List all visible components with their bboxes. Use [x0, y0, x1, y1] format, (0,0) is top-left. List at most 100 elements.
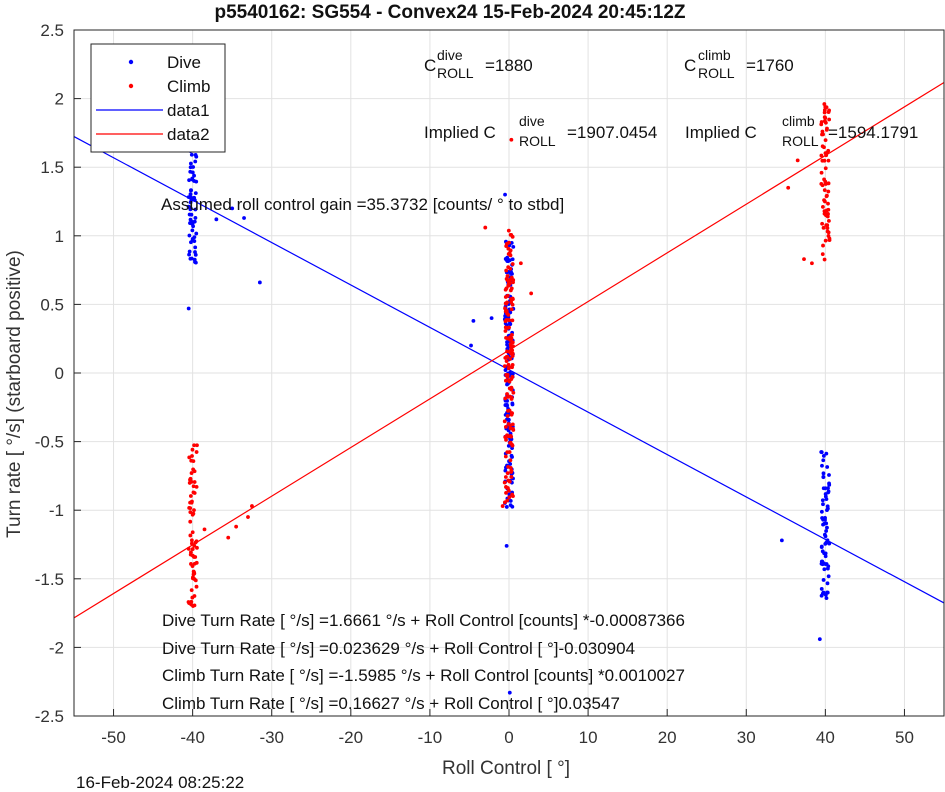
- c-roll-dive-annotation: C dive ROLL =1880: [424, 47, 533, 81]
- data-point-dive: [819, 450, 824, 455]
- x-tick-label: -40: [180, 728, 205, 747]
- data-point-dive: [188, 165, 193, 170]
- data-point-climb: [191, 511, 196, 516]
- data-point-dive: [820, 498, 825, 503]
- data-point-climb: [509, 470, 514, 474]
- data-point-climb: [508, 248, 513, 253]
- data-point-climb: [190, 499, 194, 504]
- data-point-dive: [504, 543, 509, 548]
- data-point-dive: [821, 454, 826, 458]
- data-point-climb: [192, 480, 197, 484]
- data-point-dive: [821, 458, 826, 463]
- data-point-climb: [510, 492, 515, 497]
- data-point-dive: [825, 566, 830, 571]
- data-point-climb: [503, 378, 508, 383]
- data-point-dive: [242, 216, 246, 220]
- data-point-climb: [510, 332, 514, 337]
- x-tick-label: -10: [418, 728, 443, 747]
- data-point-dive: [193, 207, 198, 212]
- data-point-climb: [820, 144, 825, 149]
- data-point-climb: [195, 443, 199, 448]
- data-point-climb: [810, 261, 814, 266]
- data-point-dive: [821, 502, 825, 507]
- data-point-climb: [827, 218, 831, 223]
- data-point-dive: [489, 316, 494, 321]
- fit-equation-climb-counts: Climb Turn Rate [ °/s] =-1.5985 °/s + Ro…: [162, 666, 685, 685]
- implied-climb-sub: ROLL: [782, 133, 819, 149]
- data-point-climb: [510, 318, 515, 323]
- data-point-climb: [504, 359, 509, 364]
- data-point-climb: [510, 302, 515, 307]
- data-point-climb: [822, 188, 827, 193]
- implied-dive-value: =1907.0454: [567, 123, 657, 142]
- data-point-climb: [529, 291, 534, 296]
- data-point-dive: [193, 260, 197, 264]
- c-dive-label: C: [424, 56, 436, 75]
- legend-dive-marker: [128, 59, 134, 65]
- implied-dive-sub: ROLL: [519, 133, 556, 149]
- data-point-dive: [194, 231, 199, 236]
- data-point-climb: [503, 475, 508, 479]
- data-point-climb: [503, 424, 508, 429]
- data-point-climb: [822, 115, 827, 120]
- implied-dive-annotation: Implied C dive ROLL =1907.0454: [424, 113, 657, 149]
- c-dive-sub: ROLL: [437, 65, 474, 81]
- c-climb-label: C: [684, 56, 696, 75]
- fit-line-data2: [73, 82, 945, 619]
- data-point-climb: [195, 545, 199, 550]
- c-climb-value: =1760: [746, 56, 794, 75]
- data-point-climb: [191, 467, 196, 472]
- data-point-climb: [510, 262, 515, 266]
- data-point-climb: [823, 151, 828, 156]
- data-point-climb: [502, 364, 507, 368]
- data-point-dive: [214, 217, 219, 222]
- implied-dive-sup: dive: [519, 113, 545, 129]
- data-point-climb: [826, 207, 831, 212]
- data-point-climb: [819, 122, 824, 127]
- data-point-climb: [191, 604, 195, 608]
- data-point-climb: [821, 204, 825, 209]
- data-point-climb: [188, 510, 193, 515]
- data-points: [186, 102, 832, 695]
- x-tick-label: -50: [101, 728, 126, 747]
- data-point-climb: [505, 471, 510, 476]
- data-point-climb: [188, 519, 193, 524]
- data-point-climb: [202, 527, 207, 532]
- data-point-dive: [188, 161, 193, 166]
- c-dive-sup: dive: [437, 47, 463, 63]
- data-point-climb: [511, 390, 516, 395]
- c-dive-value: =1880: [485, 56, 533, 75]
- data-point-climb: [192, 508, 196, 513]
- data-point-climb: [506, 488, 511, 493]
- data-point-climb: [246, 515, 250, 519]
- data-point-climb: [823, 138, 828, 143]
- data-point-dive: [824, 497, 829, 501]
- data-point-climb: [505, 450, 510, 455]
- data-point-dive: [193, 252, 198, 257]
- data-point-dive: [189, 152, 194, 157]
- data-point-climb: [190, 547, 195, 551]
- data-point-dive: [817, 637, 822, 642]
- data-point-climb: [825, 229, 830, 234]
- legend-climb-marker: [128, 83, 134, 89]
- data-point-climb: [510, 362, 515, 367]
- data-point-dive: [823, 551, 828, 556]
- y-axis-label: Turn rate [ °/s] (starboard positive): [4, 250, 25, 538]
- legend-data2-label: data2: [167, 125, 210, 144]
- y-tick-label: -1: [49, 501, 64, 520]
- data-point-climb: [189, 538, 194, 543]
- data-point-climb: [825, 193, 829, 198]
- y-tick-label: 2: [55, 90, 64, 109]
- data-point-climb: [192, 543, 197, 548]
- x-tick-label: -20: [339, 728, 364, 747]
- data-point-climb: [827, 108, 831, 113]
- data-point-climb: [507, 350, 512, 354]
- data-point-dive: [827, 541, 832, 546]
- data-point-dive: [508, 499, 513, 503]
- data-point-dive: [510, 372, 515, 376]
- data-point-dive: [187, 233, 192, 238]
- data-point-climb: [189, 588, 194, 593]
- data-point-climb: [508, 356, 513, 361]
- data-point-dive: [823, 534, 828, 539]
